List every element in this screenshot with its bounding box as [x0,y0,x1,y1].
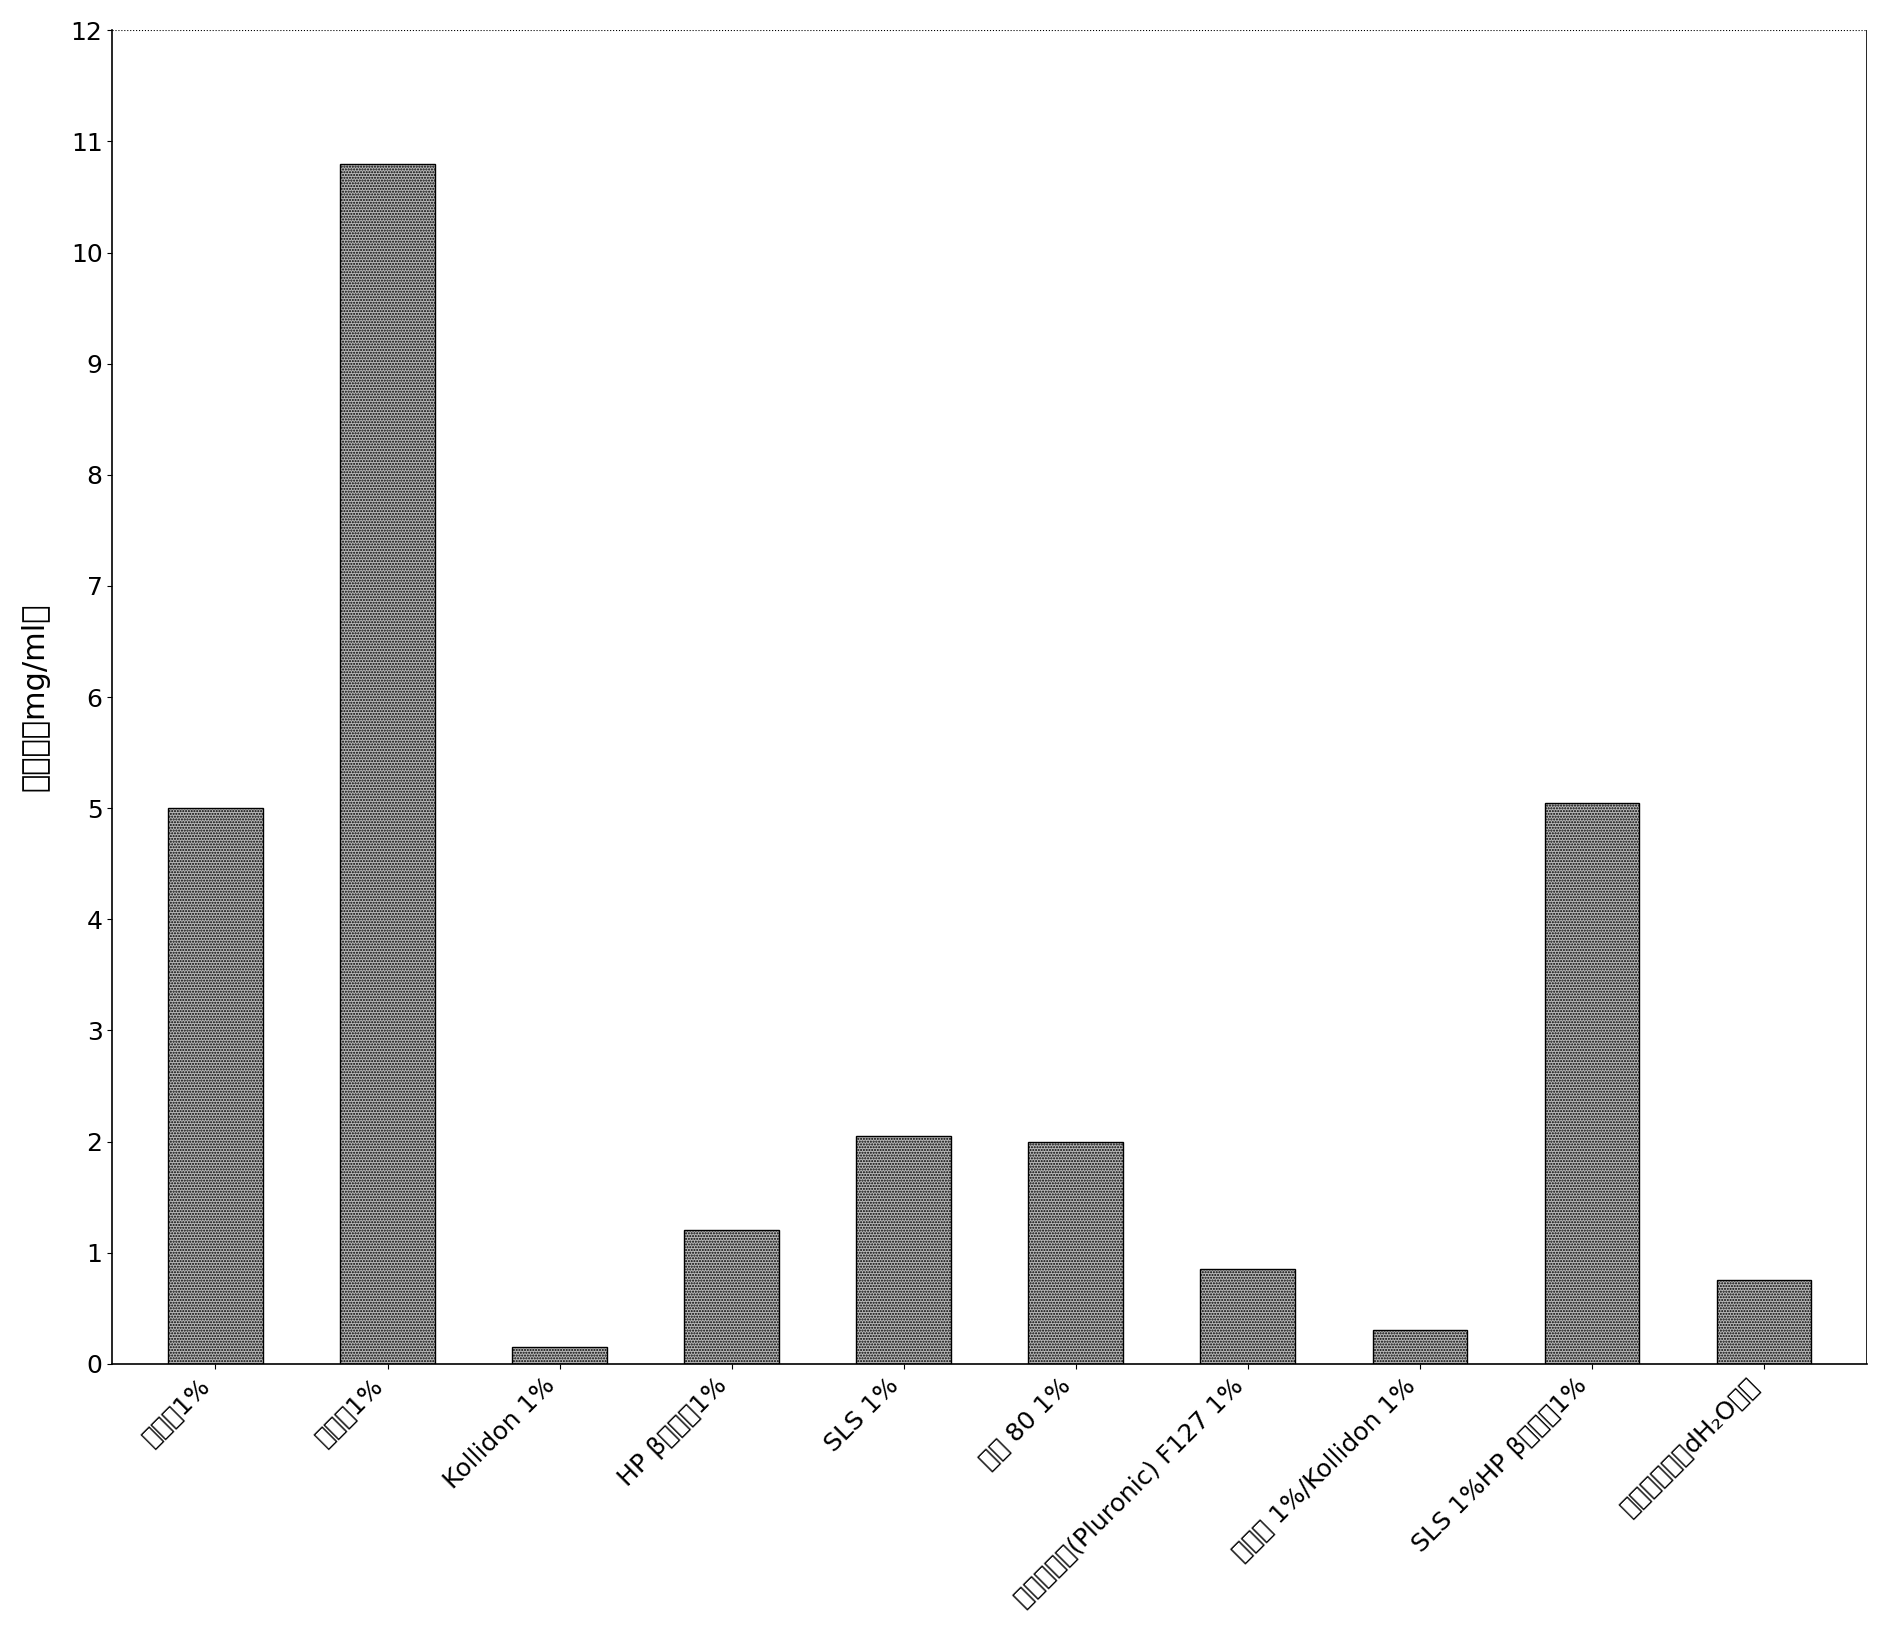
Bar [168,808,262,1364]
Bar [512,1346,606,1364]
Bar [1201,1270,1295,1364]
Bar [1373,1330,1467,1364]
Bar [1029,1141,1123,1364]
Bar [857,1136,952,1364]
Bar [683,1231,780,1364]
Bar [1544,803,1639,1364]
Bar [340,163,434,1364]
Bar [1716,1281,1811,1364]
Y-axis label: 溶解度（mg/ml）: 溶解度（mg/ml） [21,602,49,792]
